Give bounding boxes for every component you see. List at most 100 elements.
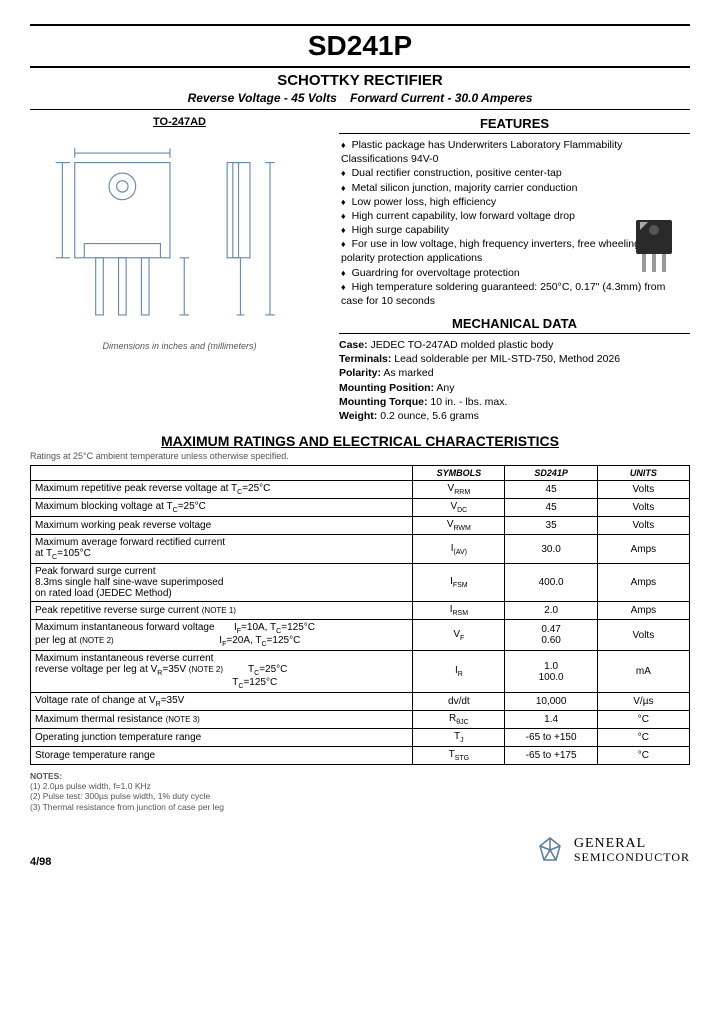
mount-pos-label: Mounting Position: [339, 382, 434, 394]
cell-symbol: TJ [413, 729, 505, 747]
footer: 4/98 GENERAL SEMICONDUCTOR [30, 832, 690, 868]
col-units: UNITS [597, 466, 689, 481]
table-row: Peak forward surge current8.3ms single h… [31, 564, 690, 602]
cell-symbol: IRSM [413, 602, 505, 620]
mechanical-data: Case: JEDEC TO-247AD molded plastic body… [339, 338, 690, 423]
product-type: SCHOTTKY RECTIFIER [30, 72, 690, 89]
cell-units: °C [597, 747, 689, 765]
cell-param: Maximum instantaneous forward voltage IF… [31, 620, 413, 651]
cell-units: mA [597, 651, 689, 693]
cell-value: 10,000 [505, 693, 597, 711]
mount-torque-label: Mounting Torque: [339, 396, 427, 408]
note-line: (3) Thermal resistance from junction of … [30, 802, 224, 812]
logo-bottom: SEMICONDUCTOR [574, 851, 690, 863]
cell-value: -65 to +175 [505, 747, 597, 765]
ratings-heading: MAXIMUM RATINGS AND ELECTRICAL CHARACTER… [30, 433, 690, 449]
cell-symbol: dv/dt [413, 693, 505, 711]
cell-units: Volts [597, 499, 689, 517]
notes-heading: NOTES: [30, 771, 62, 781]
case-value: JEDEC TO-247AD molded plastic body [371, 339, 554, 351]
feature-item: Low power loss, high efficiency [341, 195, 690, 209]
table-row: Maximum instantaneous forward voltage IF… [31, 620, 690, 651]
note-line: (1) 2.0µs pulse width, f=1.0 KHz [30, 781, 151, 791]
cell-value: -65 to +150 [505, 729, 597, 747]
terminals-label: Terminals: [339, 353, 391, 365]
cell-param: Maximum blocking voltage at TC=25°C [31, 499, 413, 517]
logo-top: GENERAL [574, 837, 690, 851]
table-header-row: SYMBOLS SD241P UNITS [31, 466, 690, 481]
cell-value: 1.0100.0 [505, 651, 597, 693]
cell-symbol: VRRM [413, 481, 505, 499]
rv-value: - 45 Volts [284, 91, 337, 105]
cell-units: Amps [597, 602, 689, 620]
mechanical-heading: MECHANICAL DATA [339, 316, 690, 334]
cell-units: °C [597, 711, 689, 729]
table-row: Maximum average forward rectified curren… [31, 535, 690, 564]
brand-logo: GENERAL SEMICONDUCTOR [532, 832, 690, 868]
cell-symbol: TSTG [413, 747, 505, 765]
package-column: TO-247AD [30, 116, 329, 423]
cell-value: 45 [505, 499, 597, 517]
component-photo-icon [626, 216, 686, 276]
weight-label: Weight: [339, 410, 377, 422]
table-row: Voltage rate of change at VR=35Vdv/dt10,… [31, 693, 690, 711]
right-column: FEATURES Plastic package has Underwriter… [339, 116, 690, 423]
top-rule [30, 24, 690, 26]
col-symbol: SYMBOLS [413, 466, 505, 481]
cell-param: Peak repetitive reverse surge current (N… [31, 602, 413, 620]
cell-units: Amps [597, 535, 689, 564]
cell-param: Operating junction temperature range [31, 729, 413, 747]
weight-value: 0.2 ounce, 5.6 grams [380, 410, 479, 422]
cell-symbol: RθJC [413, 711, 505, 729]
cell-param: Maximum working peak reverse voltage [31, 517, 413, 535]
cell-value: 45 [505, 481, 597, 499]
table-row: Maximum instantaneous reverse currentrev… [31, 651, 690, 693]
mount-torque-value: 10 in. - lbs. max. [430, 396, 507, 408]
fc-label: Forward Current [350, 91, 444, 105]
mount-pos-value: Any [436, 382, 454, 394]
spec-line: Reverse Voltage - 45 Volts Forward Curre… [30, 91, 690, 105]
terminals-value: Lead solderable per MIL-STD-750, Method … [394, 353, 620, 365]
table-row: Operating junction temperature rangeTJ-6… [31, 729, 690, 747]
cell-units: Amps [597, 564, 689, 602]
cell-param: Maximum average forward rectified curren… [31, 535, 413, 564]
polarity-value: As marked [383, 367, 433, 379]
part-number: SD241P [30, 30, 690, 62]
cell-units: Volts [597, 517, 689, 535]
cell-value: 1.4 [505, 711, 597, 729]
ratings-condition-note: Ratings at 25°C ambient temperature unle… [30, 451, 690, 461]
logo-text: GENERAL SEMICONDUCTOR [574, 837, 690, 863]
table-row: Maximum working peak reverse voltageVRWM… [31, 517, 690, 535]
case-label: Case: [339, 339, 368, 351]
package-diagram-icon [30, 134, 329, 334]
table-row: Maximum repetitive peak reverse voltage … [31, 481, 690, 499]
cell-param: Maximum instantaneous reverse currentrev… [31, 651, 413, 693]
cell-param: Storage temperature range [31, 747, 413, 765]
col-param [31, 466, 413, 481]
table-row: Maximum blocking voltage at TC=25°CVDC45… [31, 499, 690, 517]
col-part: SD241P [505, 466, 597, 481]
feature-item: High temperature soldering guaranteed: 2… [341, 280, 690, 308]
date-code: 4/98 [30, 856, 51, 868]
cell-symbol: IFSM [413, 564, 505, 602]
logo-icon [532, 832, 568, 868]
rv-label: Reverse Voltage [188, 91, 281, 105]
cell-value: 2.0 [505, 602, 597, 620]
cell-value: 35 [505, 517, 597, 535]
spec-rule [30, 109, 690, 110]
cell-param: Peak forward surge current8.3ms single h… [31, 564, 413, 602]
dimension-note: Dimensions in inches and (millimeters) [30, 341, 329, 351]
table-row: Peak repetitive reverse surge current (N… [31, 602, 690, 620]
feature-item: Dual rectifier construction, positive ce… [341, 166, 690, 180]
cell-units: Volts [597, 481, 689, 499]
notes-block: NOTES: (1) 2.0µs pulse width, f=1.0 KHz(… [30, 771, 690, 812]
cell-param: Maximum thermal resistance (NOTE 3) [31, 711, 413, 729]
cell-units: Volts [597, 620, 689, 651]
table-row: Maximum thermal resistance (NOTE 3)RθJC1… [31, 711, 690, 729]
top-section: TO-247AD [30, 116, 690, 423]
cell-value: 400.0 [505, 564, 597, 602]
ratings-table: SYMBOLS SD241P UNITS Maximum repetitive … [30, 465, 690, 765]
cell-symbol: I(AV) [413, 535, 505, 564]
note-line: (2) Pulse test: 300µs pulse width, 1% du… [30, 791, 210, 801]
cell-symbol: VDC [413, 499, 505, 517]
